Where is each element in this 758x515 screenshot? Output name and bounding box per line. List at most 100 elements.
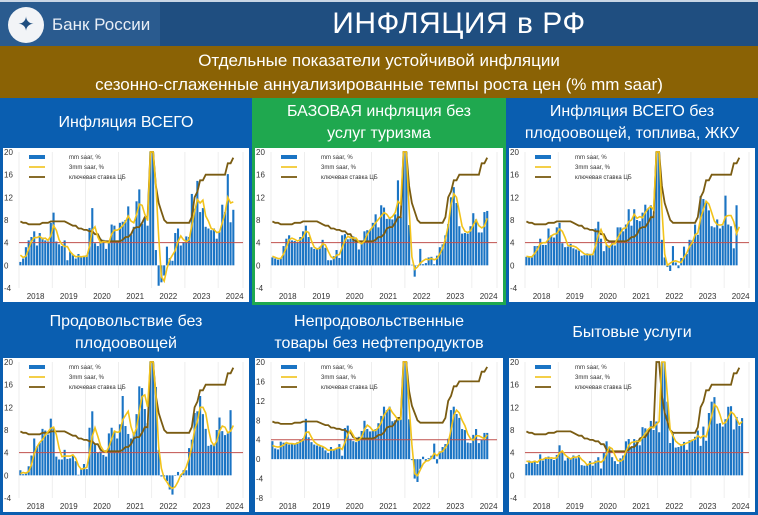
svg-text:4: 4 xyxy=(256,239,261,248)
chart-panel: Бытовые услуги 2018 2019 2020 2021 2022 2023 20… xyxy=(506,308,758,515)
x-tick-label: 2019 xyxy=(312,292,330,301)
svg-text:4: 4 xyxy=(4,239,9,248)
chart-title: Непродовольственные товары без нефтепрод… xyxy=(274,313,484,352)
svg-text:16: 16 xyxy=(4,381,13,390)
x-tick-label: 2021 xyxy=(126,292,144,301)
svg-text:0: 0 xyxy=(4,261,9,270)
chart-area: 2018 2019 2020 2021 2022 2023 2024 -8 -4 0 4 8 12 16 2… xyxy=(255,358,503,512)
svg-text:0: 0 xyxy=(510,471,515,480)
svg-text:8: 8 xyxy=(510,426,515,435)
chart-area: 2018 2019 2020 2021 2022 2023 2024 -4 0 4 8 12 16 20 m… xyxy=(255,148,503,302)
svg-text:4: 4 xyxy=(256,436,261,445)
svg-text:8: 8 xyxy=(4,216,9,225)
svg-text:16: 16 xyxy=(510,381,519,390)
svg-text:16: 16 xyxy=(4,171,13,180)
svg-text:8: 8 xyxy=(4,426,9,435)
svg-text:8: 8 xyxy=(256,416,261,425)
chart-area: 2018 2019 2020 2021 2022 2023 2024 -4 0 4 8 12 16 20 m… xyxy=(509,148,755,302)
svg-text:12: 12 xyxy=(4,193,13,202)
chart-panel: БАЗОВАЯ инфляция без услуг туризма 2018 20… xyxy=(252,98,506,305)
x-tick-label: 2018 xyxy=(533,292,551,301)
svg-text:-4: -4 xyxy=(510,494,518,503)
x-tick-label: 2022 xyxy=(665,292,683,301)
svg-text:16: 16 xyxy=(256,171,265,180)
svg-text:3mm saar, %: 3mm saar, % xyxy=(575,165,611,171)
x-tick-label: 2021 xyxy=(379,502,397,511)
x-tick-label: 2021 xyxy=(632,502,650,511)
chart-panel: Инфляция ВСЕГО 2018 2019 2020 2021 2022 2023 20… xyxy=(0,98,252,305)
svg-text:8: 8 xyxy=(256,216,261,225)
svg-text:-4: -4 xyxy=(4,284,12,293)
svg-text:-8: -8 xyxy=(256,494,264,503)
svg-text:8: 8 xyxy=(510,216,515,225)
chart-area: 2018 2019 2020 2021 2022 2023 2024 -4 0 4 8 12 16 20 m… xyxy=(3,148,249,302)
x-tick-label: 2021 xyxy=(126,502,144,511)
x-tick-label: 2020 xyxy=(93,292,111,301)
chart-title: Продовольствие без плодоовощей xyxy=(49,313,203,352)
x-tick-label: 2024 xyxy=(732,292,750,301)
svg-text:-4: -4 xyxy=(4,494,12,503)
x-tick-label: 2024 xyxy=(732,502,750,511)
x-tick-label: 2023 xyxy=(446,292,464,301)
chart-panel: Непродовольственные товары без нефтепрод… xyxy=(252,308,506,515)
x-tick-label: 2023 xyxy=(193,292,211,301)
x-tick-label: 2019 xyxy=(566,292,584,301)
svg-text:-4: -4 xyxy=(256,284,264,293)
x-tick-label: 2023 xyxy=(446,502,464,511)
x-tick-label: 2022 xyxy=(413,502,431,511)
x-tick-label: 2018 xyxy=(27,292,45,301)
svg-text:12: 12 xyxy=(510,193,519,202)
x-tick-label: 2019 xyxy=(566,502,584,511)
eagle-emblem-icon: ✦ xyxy=(8,7,44,43)
svg-text:20: 20 xyxy=(4,358,13,367)
svg-text:20: 20 xyxy=(4,148,13,157)
svg-text:20: 20 xyxy=(510,148,519,157)
x-tick-label: 2020 xyxy=(346,292,364,301)
svg-text:mm saar, %: mm saar, % xyxy=(321,365,353,371)
page-title: ИНФЛЯЦИЯ в РФ xyxy=(332,7,586,40)
x-tick-label: 2019 xyxy=(60,502,78,511)
bank-name: Банк России xyxy=(52,15,151,34)
bank-logo: ✦ Банк России xyxy=(0,2,160,48)
x-tick-label: 2018 xyxy=(533,502,551,511)
subtitle-line-2: сезонно-сглаженные аннуализированные тем… xyxy=(95,75,663,94)
x-tick-label: 2023 xyxy=(193,502,211,511)
svg-text:12: 12 xyxy=(256,193,265,202)
svg-text:0: 0 xyxy=(510,261,515,270)
svg-text:20: 20 xyxy=(256,148,265,157)
svg-text:0: 0 xyxy=(256,455,261,464)
svg-text:3mm saar, %: 3mm saar, % xyxy=(321,165,357,171)
svg-text:ключевая ставка ЦБ: ключевая ставка ЦБ xyxy=(321,175,378,181)
svg-text:ключевая ставка ЦБ: ключевая ставка ЦБ xyxy=(321,385,378,391)
x-tick-label: 2018 xyxy=(279,292,297,301)
svg-text:16: 16 xyxy=(256,377,265,386)
chart-title: Инфляция ВСЕГО xyxy=(58,114,194,131)
svg-text:0: 0 xyxy=(4,471,9,480)
x-tick-label: 2023 xyxy=(699,502,717,511)
svg-text:0: 0 xyxy=(256,261,261,270)
svg-text:ключевая ставка ЦБ: ключевая ставка ЦБ xyxy=(69,175,126,181)
svg-text:3mm saar, %: 3mm saar, % xyxy=(575,375,611,381)
svg-text:3mm saar, %: 3mm saar, % xyxy=(69,165,105,171)
svg-text:12: 12 xyxy=(256,397,265,406)
x-tick-label: 2022 xyxy=(159,502,177,511)
svg-text:ключевая ставка ЦБ: ключевая ставка ЦБ xyxy=(69,385,126,391)
x-tick-label: 2024 xyxy=(480,292,498,301)
x-tick-label: 2019 xyxy=(312,502,330,511)
svg-text:16: 16 xyxy=(510,171,519,180)
chart-title: Бытовые услуги xyxy=(572,324,692,341)
svg-text:4: 4 xyxy=(4,449,9,458)
svg-text:12: 12 xyxy=(510,403,519,412)
x-tick-label: 2019 xyxy=(60,292,78,301)
svg-text:20: 20 xyxy=(510,358,519,367)
header-bar: ✦ Банк России ИНФЛЯЦИЯ в РФ xyxy=(0,0,758,48)
x-tick-label: 2024 xyxy=(226,502,244,511)
x-tick-label: 2018 xyxy=(27,502,45,511)
x-tick-label: 2021 xyxy=(632,292,650,301)
chart-area: 2018 2019 2020 2021 2022 2023 2024 -4 0 4 8 12 16 20 m… xyxy=(509,358,755,512)
svg-text:-4: -4 xyxy=(256,475,264,484)
svg-text:ключевая ставка ЦБ: ключевая ставка ЦБ xyxy=(575,385,632,391)
x-tick-label: 2021 xyxy=(379,292,397,301)
svg-text:4: 4 xyxy=(510,239,515,248)
svg-text:3mm saar, %: 3mm saar, % xyxy=(321,375,357,381)
